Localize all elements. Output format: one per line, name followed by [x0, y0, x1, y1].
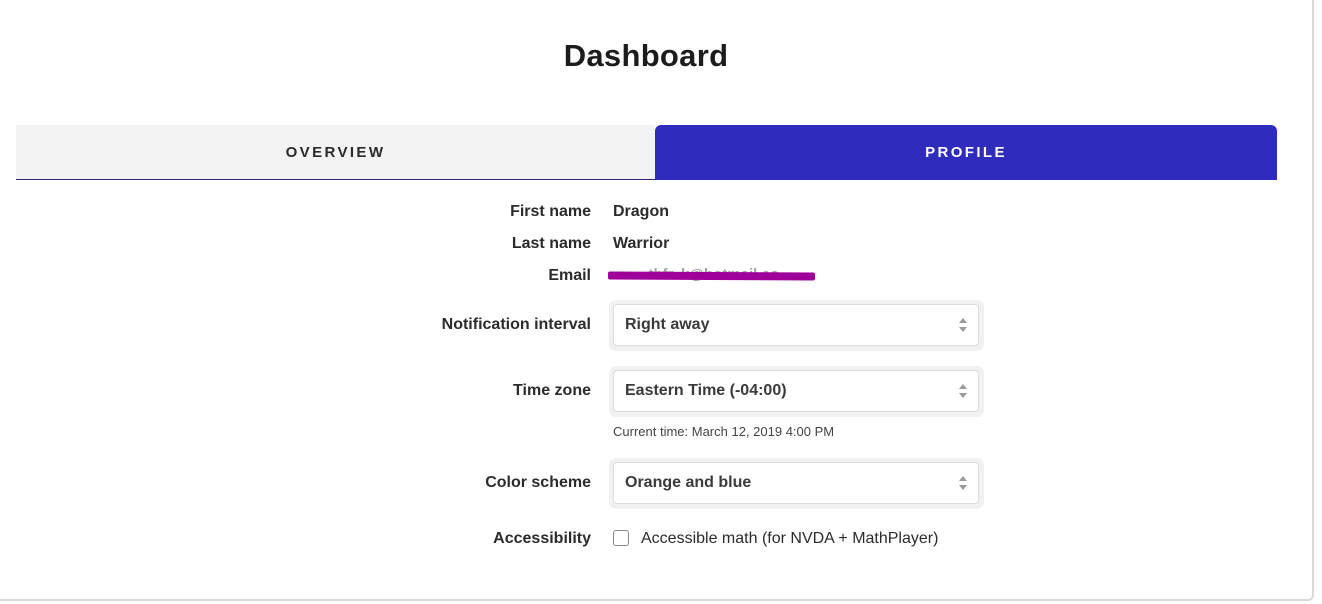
page-title: Dashboard	[563, 38, 729, 73]
notification-interval-value: Right away	[625, 316, 710, 333]
accessible-math-label[interactable]: Accessible math (for NVDA + MathPlayer)	[641, 530, 939, 547]
notification-interval-select-wrap: Right away	[609, 300, 984, 351]
accessibility-label: Accessibility	[493, 530, 591, 547]
notification-interval-select[interactable]: Right away	[613, 304, 979, 346]
time-zone-label: Time zone	[513, 382, 591, 399]
up-down-arrows-icon	[959, 476, 967, 490]
email-redaction-mark	[607, 271, 816, 281]
tab-profile[interactable]: PROFILE	[655, 125, 1277, 180]
color-scheme-value: Orange and blue	[625, 474, 752, 491]
up-down-arrows-icon	[959, 384, 967, 398]
color-scheme-label: Color scheme	[485, 474, 591, 491]
current-time-helper: Current time: March 12, 2019 4:00 PM	[613, 424, 835, 439]
color-scheme-select[interactable]: Orange and blue	[613, 462, 979, 504]
first-name-value: Dragon	[613, 203, 669, 220]
tab-overview[interactable]: OVERVIEW	[16, 125, 655, 180]
time-zone-select-wrap: Eastern Time (-04:00)	[609, 366, 984, 417]
time-zone-select[interactable]: Eastern Time (-04:00)	[613, 370, 979, 412]
first-name-label: First name	[510, 203, 591, 220]
up-down-arrows-icon	[959, 318, 967, 332]
tab-bar: OVERVIEW PROFILE	[16, 125, 1277, 180]
last-name-value: Warrior	[613, 235, 670, 252]
color-scheme-select-wrap: Orange and blue	[609, 458, 984, 509]
accessible-math-checkbox[interactable]	[613, 530, 629, 546]
time-zone-value: Eastern Time (-04:00)	[625, 382, 787, 399]
email-label: Email	[548, 267, 591, 284]
last-name-label: Last name	[511, 235, 591, 252]
notification-interval-label: Notification interval	[441, 316, 591, 333]
